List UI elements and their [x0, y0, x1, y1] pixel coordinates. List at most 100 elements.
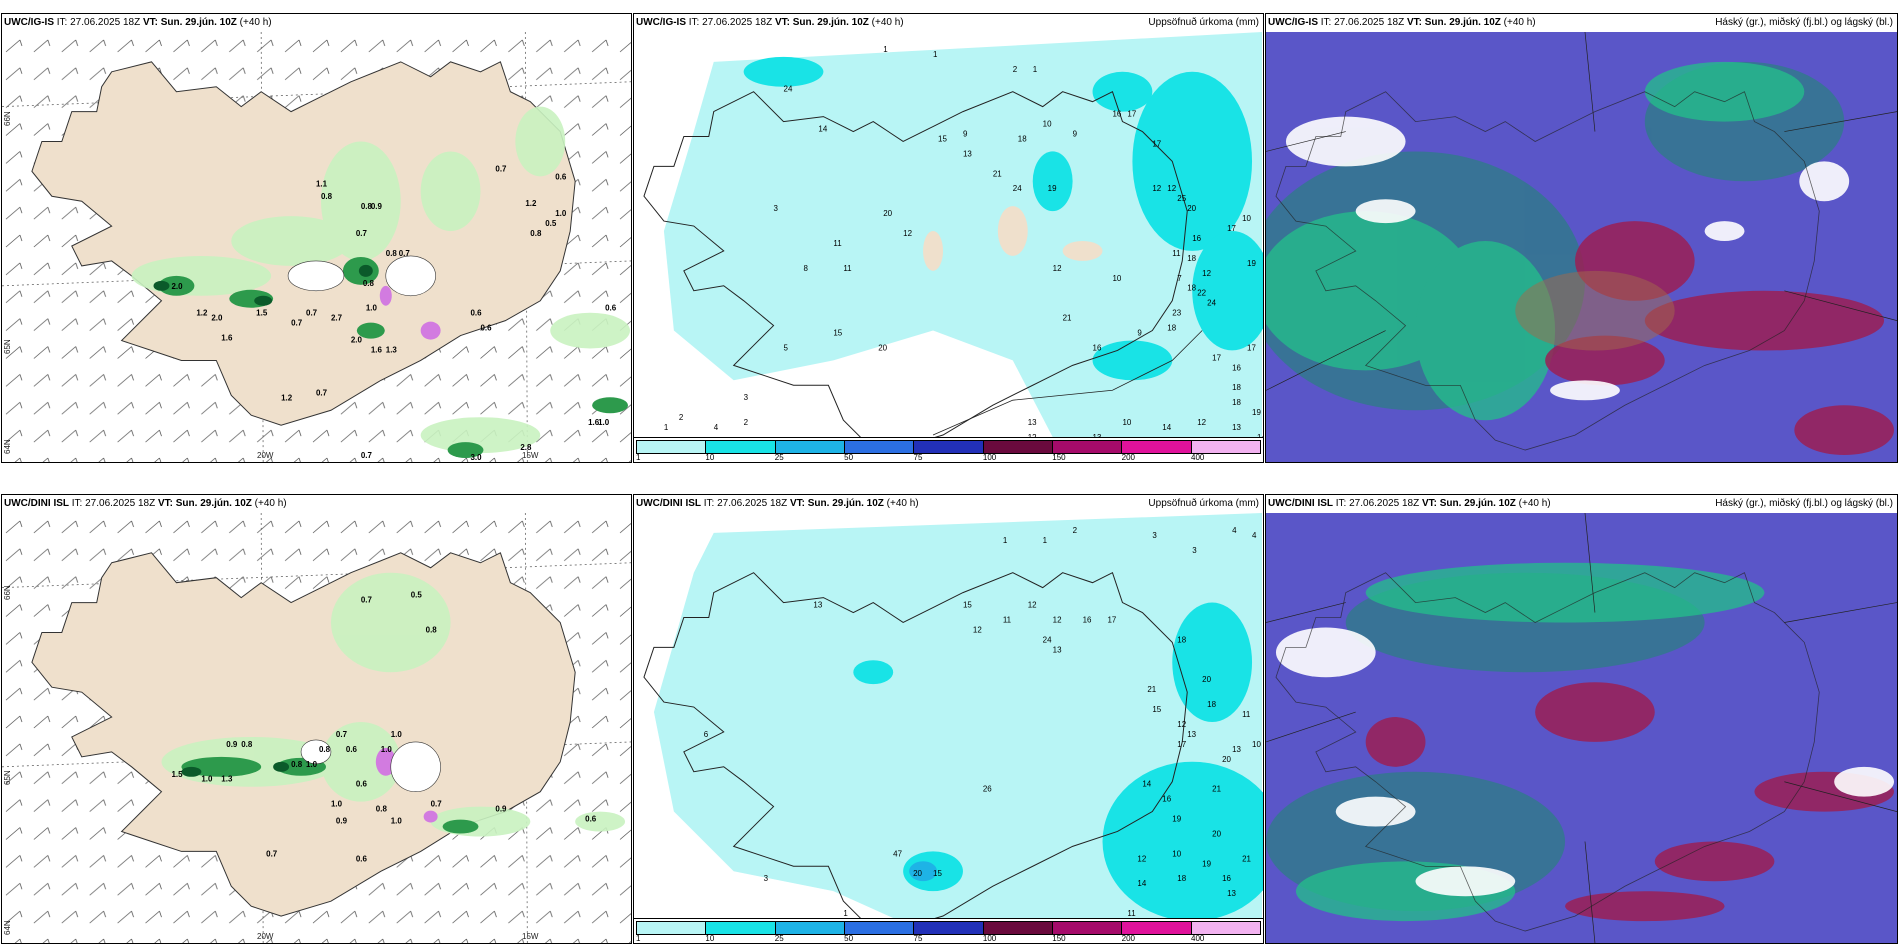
legend-colorbar	[636, 440, 1261, 454]
svg-text:10: 10	[1252, 740, 1261, 749]
value-label: 0.5	[545, 219, 557, 228]
legend-ticks: 1 10 25 50 75 100 150 200 400	[636, 934, 1261, 943]
wind-map-svg: 0.7 0.5 0.8 0.9 0.8 0.7 1.0 1.0 0.8 0.6 …	[2, 513, 631, 943]
svg-text:11: 11	[1127, 909, 1136, 918]
legend-colorbar	[636, 921, 1261, 935]
svg-text:21: 21	[1212, 785, 1221, 794]
panel-title: UWC/DINI ISL IT: 27.06.2025 18Z VT: Sun.…	[1268, 498, 1551, 509]
legend-swatch	[914, 441, 984, 453]
svg-text:13: 13	[1232, 745, 1241, 754]
legend-tick: 10	[705, 934, 715, 943]
svg-text:1: 1	[664, 423, 669, 432]
value-label: 0.8	[363, 279, 375, 288]
legend-swatch	[844, 922, 915, 934]
svg-text:10: 10	[1043, 120, 1052, 129]
svg-text:0.9: 0.9	[495, 805, 507, 814]
svg-text:1.0: 1.0	[391, 817, 403, 826]
value-label: 0.8	[386, 249, 398, 258]
svg-text:10: 10	[1172, 849, 1181, 858]
svg-text:24: 24	[784, 85, 793, 94]
svg-text:15: 15	[963, 601, 972, 610]
value-label: 0.7	[356, 229, 368, 238]
wind-map-svg: 1.1 0.8 0.8 0.9 0.7 0.8 0.7 0.7 0.6 1.2 …	[2, 32, 631, 462]
svg-text:17: 17	[1177, 740, 1186, 749]
value-label: 1.0	[555, 209, 567, 218]
svg-text:2: 2	[744, 418, 749, 427]
panel-title: UWC/DINI ISL IT: 27.06.2025 18Z VT: Sun.…	[636, 498, 919, 509]
svg-text:0.9: 0.9	[226, 740, 238, 749]
svg-text:0.8: 0.8	[376, 805, 388, 814]
panel-subtitle: Háský (gr.), miðský (fj.bl.) og lágský (…	[1715, 498, 1893, 509]
cloud-map-svg	[1266, 513, 1897, 943]
value-label: 1.5	[256, 309, 268, 318]
legend-tick: 200	[1121, 453, 1135, 462]
svg-text:16: 16	[1232, 363, 1241, 372]
svg-text:18: 18	[1177, 874, 1186, 883]
svg-text:12: 12	[1197, 418, 1206, 427]
svg-text:2: 2	[679, 413, 684, 422]
legend-tick: 50	[844, 934, 854, 943]
svg-text:13: 13	[1053, 645, 1062, 654]
svg-text:1.0: 1.0	[201, 775, 213, 784]
svg-text:19: 19	[1247, 259, 1256, 268]
value-label: 1.3	[386, 346, 398, 355]
svg-text:1.0: 1.0	[391, 730, 403, 739]
legend-tick: 50	[844, 453, 854, 462]
svg-text:18: 18	[1018, 134, 1027, 143]
svg-text:15: 15	[833, 329, 842, 338]
svg-text:11: 11	[1172, 249, 1181, 258]
svg-text:4: 4	[714, 423, 719, 432]
svg-text:47: 47	[893, 849, 902, 858]
svg-text:1: 1	[883, 45, 888, 54]
svg-text:24: 24	[1207, 299, 1216, 308]
legend-tick: 150	[1052, 934, 1066, 943]
panel-subtitle: Háský (gr.), miðský (fj.bl.) og lágský (…	[1715, 17, 1893, 28]
value-label: 1.0	[598, 418, 610, 427]
panel-top-left: UWC/IG-IS IT: 27.06.2025 18Z VT: Sun. 29…	[1, 13, 632, 463]
svg-text:20: 20	[1187, 204, 1196, 213]
svg-text:11: 11	[1003, 615, 1012, 624]
svg-text:18: 18	[1187, 254, 1196, 263]
svg-text:21: 21	[1242, 854, 1251, 863]
svg-text:20: 20	[883, 209, 892, 218]
svg-text:26: 26	[983, 785, 992, 794]
svg-text:12: 12	[903, 229, 912, 238]
svg-text:0.7: 0.7	[361, 596, 373, 605]
svg-text:3: 3	[1192, 546, 1197, 555]
svg-text:13: 13	[963, 149, 972, 158]
value-label: 1.0	[366, 304, 378, 313]
svg-text:1: 1	[1043, 536, 1048, 545]
svg-text:12: 12	[1053, 615, 1062, 624]
svg-text:4: 4	[1252, 531, 1257, 540]
svg-text:3: 3	[1152, 531, 1157, 540]
svg-text:13: 13	[1227, 889, 1236, 898]
svg-text:0.8: 0.8	[241, 740, 253, 749]
legend-tick: 75	[913, 453, 923, 462]
legend-tick: 25	[774, 934, 784, 943]
svg-text:0.9: 0.9	[336, 817, 348, 826]
value-label: 3.0	[471, 453, 483, 462]
svg-text:2: 2	[1013, 65, 1018, 74]
svg-text:18: 18	[1232, 383, 1241, 392]
value-label: 0.6	[605, 304, 617, 313]
lon-label-20w: 20W	[257, 451, 274, 460]
svg-text:17: 17	[1152, 139, 1161, 148]
panel-bottom-left: UWC/DINI ISL IT: 27.06.2025 18Z VT: Sun.…	[1, 494, 632, 944]
value-label: 0.7	[495, 164, 507, 173]
svg-text:9: 9	[1073, 129, 1078, 138]
svg-text:12: 12	[1177, 720, 1186, 729]
lon-label-15w: 15W	[522, 932, 539, 941]
svg-text:16: 16	[1112, 110, 1121, 119]
svg-text:1: 1	[933, 50, 938, 59]
svg-text:18: 18	[1177, 635, 1186, 644]
svg-text:23: 23	[1172, 309, 1181, 318]
precip-legend: 1 10 25 50 75 100 150 200 400	[634, 918, 1263, 943]
svg-text:1.0: 1.0	[306, 760, 318, 769]
svg-text:0.6: 0.6	[346, 745, 358, 754]
svg-text:9: 9	[963, 129, 968, 138]
svg-text:1: 1	[843, 909, 848, 918]
value-label: 0.7	[361, 451, 373, 460]
legend-swatch	[983, 922, 1053, 934]
svg-text:20: 20	[1212, 829, 1221, 838]
svg-text:0.7: 0.7	[266, 849, 278, 858]
